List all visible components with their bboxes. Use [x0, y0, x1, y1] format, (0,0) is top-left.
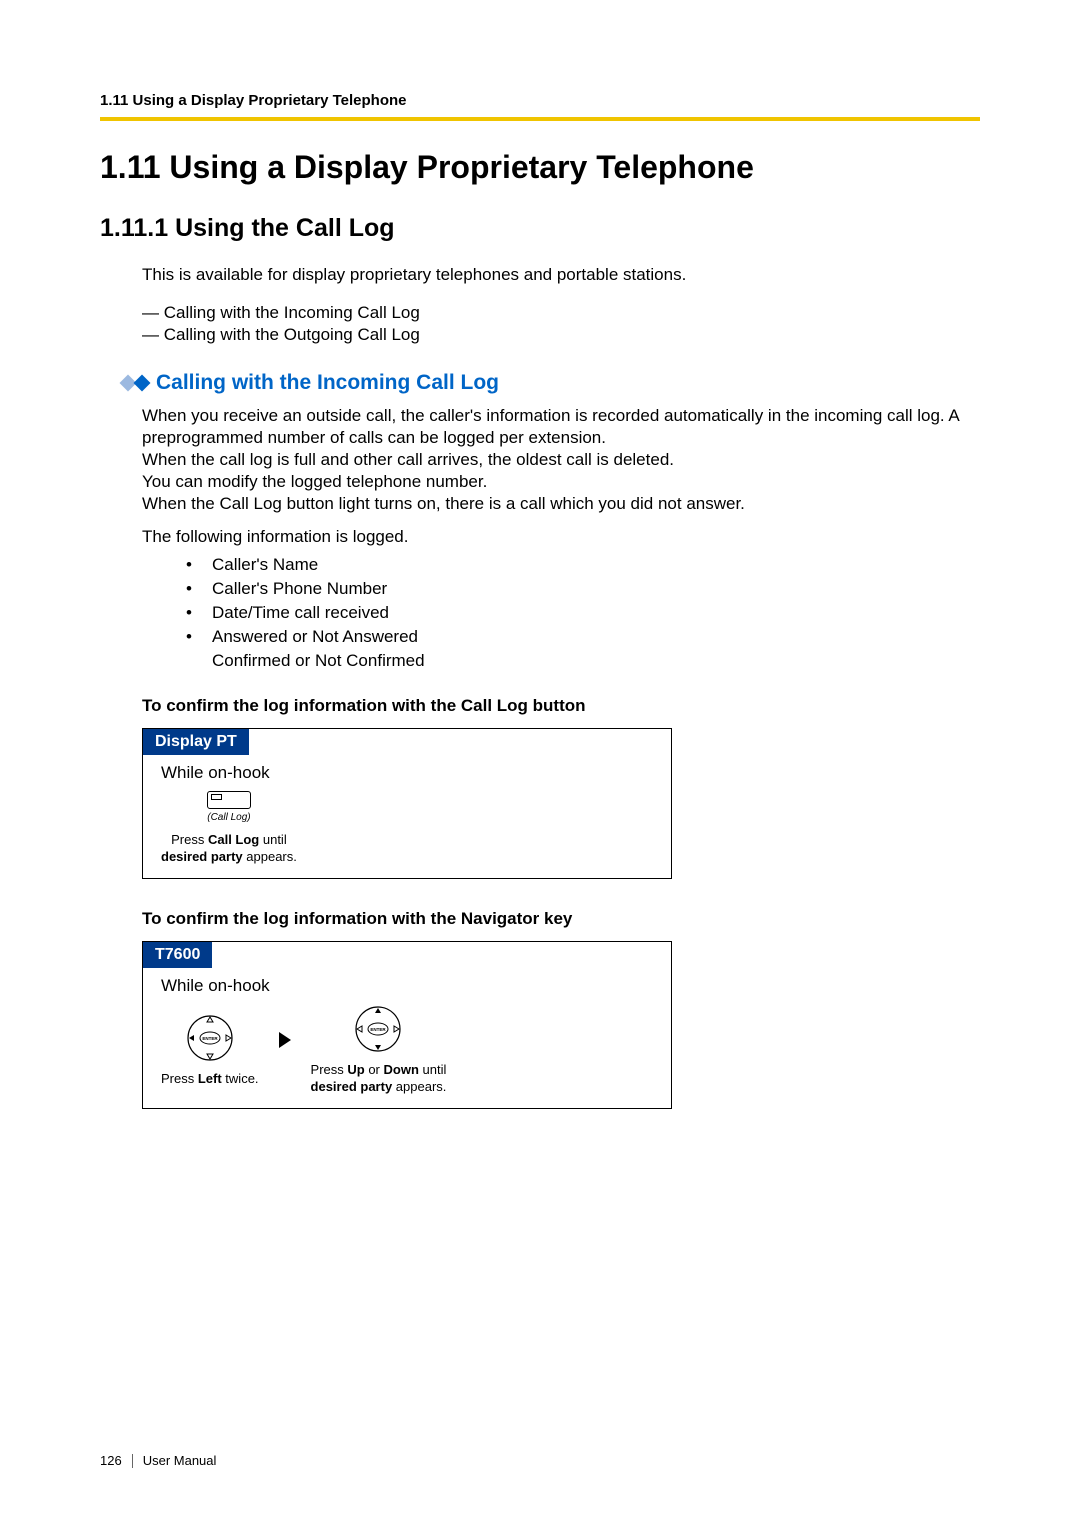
- bullet-list: •Caller's Name•Caller's Phone Number•Dat…: [186, 553, 980, 672]
- call-log-button-label: (Call Log): [207, 811, 250, 824]
- running-header: 1.11 Using a Display Proprietary Telepho…: [100, 92, 980, 109]
- procedure1-state: While on-hook: [161, 763, 671, 783]
- header-rule: [100, 117, 980, 121]
- navigator-key-updown-icon: ENTER: [353, 1004, 403, 1054]
- body-line: When the call log is full and other call…: [142, 449, 980, 471]
- body-line: When the Call Log button light turns on,…: [142, 493, 980, 515]
- subsection-title: 1.11.1 Using the Call Log: [100, 214, 980, 243]
- body-paragraphs: When you receive an outside call, the ca…: [142, 405, 980, 515]
- procedure1-tab: Display PT: [143, 729, 249, 755]
- bullet-item: •Caller's Name: [186, 553, 980, 577]
- svg-text:ENTER: ENTER: [202, 1036, 218, 1041]
- section-title: 1.11 Using a Display Proprietary Telepho…: [100, 149, 980, 186]
- procedure2-state: While on-hook: [161, 976, 671, 996]
- procedure1-caption: Press Call Log until desired party appea…: [161, 832, 297, 866]
- dash-list-item: — Calling with the Outgoing Call Log: [142, 325, 980, 345]
- footer-label: User Manual: [143, 1453, 217, 1468]
- diamond-bullet-icon: [122, 377, 148, 389]
- dash-list-item: — Calling with the Incoming Call Log: [142, 303, 980, 323]
- procedure2-tab: T7600: [143, 942, 212, 968]
- svg-text:ENTER: ENTER: [371, 1027, 387, 1032]
- page-footer: 126 User Manual: [100, 1453, 216, 1468]
- intro-text: This is available for display proprietar…: [142, 265, 980, 285]
- navigator-key-left-icon: ENTER: [185, 1013, 235, 1063]
- dash-list: — Calling with the Incoming Call Log— Ca…: [142, 303, 980, 345]
- procedure2-step1-caption: Press Left twice.: [161, 1071, 259, 1088]
- procedure1-heading: To confirm the log information with the …: [142, 696, 980, 716]
- body-line: You can modify the logged telephone numb…: [142, 471, 980, 493]
- logged-intro: The following information is logged.: [142, 527, 980, 547]
- procedure1-box: Display PT While on-hook (Call Log) Pres…: [142, 728, 672, 879]
- topic-heading: Calling with the Incoming Call Log: [156, 371, 499, 395]
- procedure2-step2-caption: Press Up or Down until desired party app…: [311, 1062, 447, 1096]
- bullet-item: •Date/Time call received: [186, 601, 980, 625]
- body-line: When you receive an outside call, the ca…: [142, 405, 980, 449]
- footer-separator: [132, 1454, 133, 1468]
- bullet-item: •Caller's Phone Number: [186, 577, 980, 601]
- page-number: 126: [100, 1453, 122, 1468]
- call-log-button-icon: [207, 791, 251, 809]
- procedure2-box: T7600 While on-hook ENTER Press Left twi…: [142, 941, 672, 1109]
- bullet-item: •Answered or Not Answered Confirmed or N…: [186, 625, 980, 673]
- procedure2-heading: To confirm the log information with the …: [142, 909, 980, 929]
- arrow-right-icon: [279, 1032, 291, 1048]
